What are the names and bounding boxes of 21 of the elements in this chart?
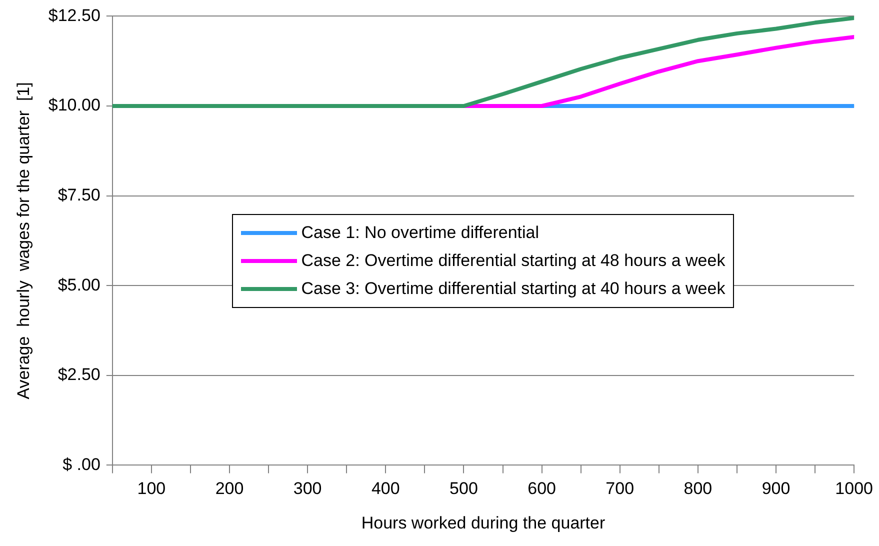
x-tick-label: 600 (528, 479, 556, 498)
y-tick-label: $10.00 (48, 96, 100, 115)
y-tick-label: $5.00 (58, 275, 100, 294)
x-tick-label: 700 (606, 479, 634, 498)
x-axis-title: Hours worked during the quarter (361, 513, 606, 532)
y-tick-label: $ .00 (62, 454, 100, 474)
x-tick-label: 200 (215, 479, 244, 498)
y-tick-label: $7.50 (58, 185, 100, 204)
x-tick-label: 300 (293, 479, 322, 498)
x-tick-label: 800 (684, 479, 712, 498)
legend-label: Case 2: Overtime differential starting at 48 hours a week (301, 250, 726, 271)
legend-label: Case 1: No overtime differential (301, 222, 540, 243)
y-tick-label: $12.50 (48, 6, 100, 25)
x-tick-label: 1000 (835, 479, 874, 498)
legend-label: Case 3: Overtime differential starting at 40 hours a week (301, 278, 726, 299)
x-tick-label: 500 (450, 479, 478, 498)
y-axis-title: Average hourly wages for the quarter [1] (14, 82, 33, 400)
x-tick-label: 100 (137, 479, 166, 498)
y-tick-label: $2.50 (58, 365, 100, 384)
x-tick-label: 400 (371, 479, 400, 498)
x-tick-label: 900 (762, 479, 790, 498)
